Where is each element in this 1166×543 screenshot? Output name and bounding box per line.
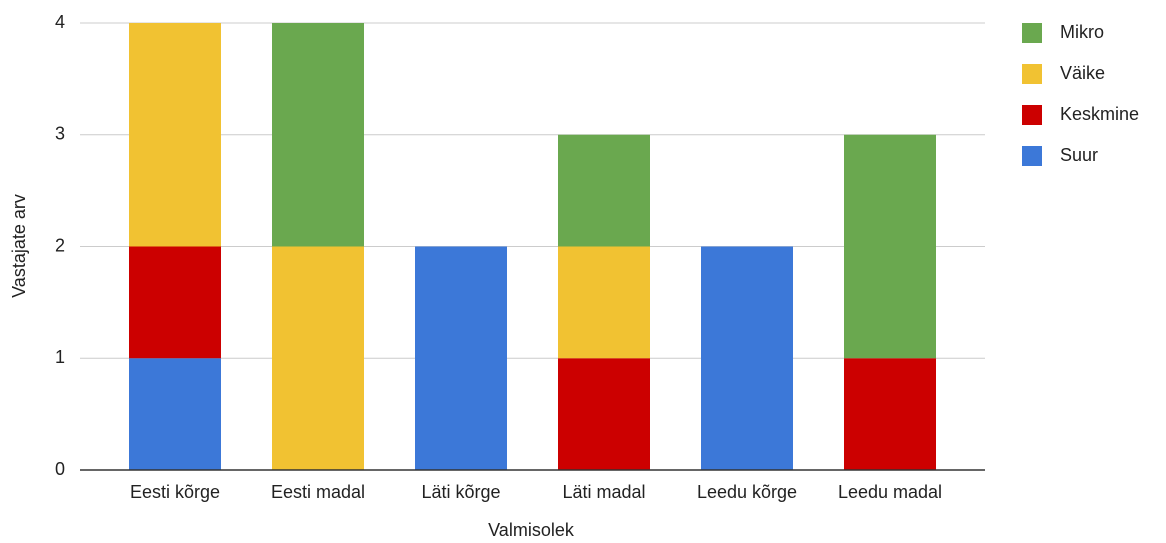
legend-swatch bbox=[1022, 146, 1042, 166]
x-tick-label: Läti madal bbox=[562, 482, 645, 502]
legend-label: Keskmine bbox=[1060, 104, 1139, 124]
x-tick-label: Eesti kõrge bbox=[130, 482, 220, 502]
bar-segment bbox=[844, 134, 936, 359]
y-tick-label: 4 bbox=[55, 12, 65, 32]
legend-label: Väike bbox=[1060, 63, 1105, 83]
bar-segment bbox=[129, 358, 221, 470]
legend-swatch bbox=[1022, 105, 1042, 125]
bar-segment bbox=[415, 246, 507, 470]
x-tick-label: Leedu kõrge bbox=[697, 482, 797, 502]
legend-swatch bbox=[1022, 23, 1042, 43]
legend-swatch bbox=[1022, 64, 1042, 84]
bar-segment bbox=[272, 23, 364, 247]
bar-segment bbox=[844, 358, 936, 470]
bar-segment bbox=[129, 246, 221, 359]
x-tick-label: Leedu madal bbox=[838, 482, 942, 502]
bar-segment bbox=[129, 23, 221, 247]
legend-label: Mikro bbox=[1060, 22, 1104, 42]
y-axis-title: Vastajate arv bbox=[9, 194, 29, 298]
bar-segment bbox=[558, 246, 650, 359]
bar-segment bbox=[272, 246, 364, 470]
bar-segment bbox=[558, 134, 650, 247]
x-tick-label: Läti kõrge bbox=[421, 482, 500, 502]
x-tick-label: Eesti madal bbox=[271, 482, 365, 502]
y-tick-label: 0 bbox=[55, 459, 65, 479]
legend-label: Suur bbox=[1060, 145, 1098, 165]
x-axis-title: Valmisolek bbox=[488, 520, 575, 540]
bar-segment bbox=[558, 358, 650, 470]
y-tick-label: 3 bbox=[55, 124, 65, 144]
bar-segment bbox=[701, 246, 793, 470]
y-tick-label: 2 bbox=[55, 235, 65, 255]
y-tick-label: 1 bbox=[55, 347, 65, 367]
